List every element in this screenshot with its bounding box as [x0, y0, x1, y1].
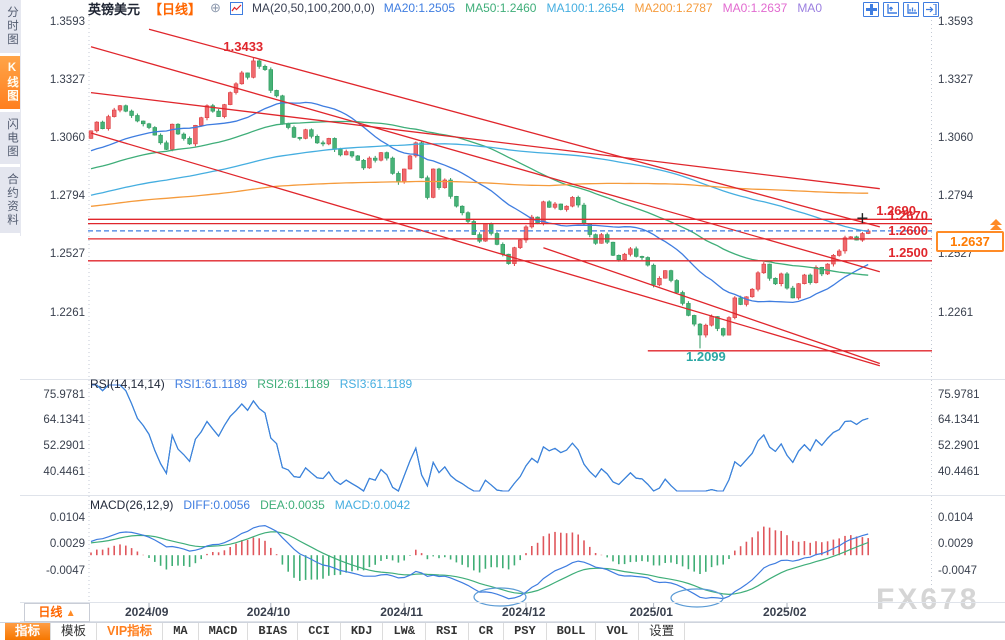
toolbar-tab[interactable]: 指标: [5, 623, 52, 640]
macd-axis-label: 0.0029: [49, 538, 85, 551]
macd-value: DIFF:0.0056: [183, 498, 251, 512]
price-axis-label: 1.3327: [938, 73, 974, 86]
toolbar-tab[interactable]: RSI: [426, 623, 469, 640]
toolbar-tab[interactable]: 模板: [51, 623, 98, 640]
price-axis-label: 1.2794: [938, 190, 974, 203]
date-label: 2024/11: [380, 605, 423, 619]
rsi-axis-label: 75.9781: [938, 388, 980, 401]
price-axis-label: 1.2261: [49, 306, 85, 319]
macd-title: MACD(26,12,9): [90, 498, 174, 512]
playback-icon[interactable]: [903, 2, 919, 17]
sidebar-item-active[interactable]: K线图: [0, 55, 20, 109]
date-label: 2025/01: [629, 605, 673, 619]
price-line-label: 1.2600: [888, 222, 928, 238]
sidebar-item-tab[interactable]: 合约资料: [0, 167, 20, 233]
toolbar-tab[interactable]: 设置: [639, 623, 686, 640]
ma-formula: MA(20,50,100,200,0,0): [251, 1, 375, 15]
chevron-up-icon: ▲: [65, 608, 76, 619]
toolbar-tab[interactable]: KDJ: [341, 623, 384, 640]
price-axis-label: 1.3593: [49, 15, 85, 28]
toolbar-tab[interactable]: MACD: [199, 623, 249, 640]
toolbar-tab[interactable]: VOL: [596, 623, 640, 640]
watermark: FX678: [876, 583, 980, 616]
rsi-axis-label: 75.9781: [43, 388, 85, 401]
rsi-value: RSI3:61.1189: [339, 377, 413, 391]
rsi-value: RSI1:61.1189: [174, 377, 248, 391]
chart-toolbar-icons: [863, 2, 939, 17]
chart-header: 英镑美元 【日线】 ⊕ MA(20,50,100,200,0,0) MA20:1…: [88, 0, 822, 17]
rsi-axis-label: 52.2901: [938, 440, 980, 453]
rsi-title: RSI(14,14,14): [90, 377, 165, 391]
price-up-arrow-icon: [990, 219, 1002, 230]
pan-icon[interactable]: [863, 2, 879, 17]
price-line-label: 1.2500: [888, 244, 928, 260]
exit-view-icon[interactable]: [923, 2, 939, 17]
macd-value: DEA:0.0035: [260, 498, 325, 512]
sidebar-item-tab[interactable]: 分时图: [0, 0, 20, 53]
date-label: 2024/09: [125, 605, 169, 619]
price-axis-label: 1.3060: [938, 131, 974, 144]
toolbar-tab[interactable]: BIAS: [248, 623, 299, 640]
price-axis-label: 1.3060: [49, 131, 85, 144]
peak-price-label: 1.3433: [223, 38, 264, 54]
symbol-name: 英镑美元: [88, 1, 141, 17]
rsi-pane-header: RSI(14,14,14) RSI1:61.1189 RSI2:61.1189 RSI…: [90, 377, 412, 391]
price-axis-label: 1.2527: [49, 248, 85, 261]
rsi-axis-label: 40.4461: [43, 466, 85, 479]
price-axis-label: 1.2261: [938, 306, 974, 319]
price-line-label: 1.2690: [876, 203, 916, 219]
toolbar-tab[interactable]: LW&: [383, 623, 427, 640]
price-line-label: 1.2670: [888, 207, 928, 223]
ma-values: MA20:1.2505 MA50:1.2460 MA100:1.2654 MA200:…: [384, 1, 822, 15]
toolbar-tab[interactable]: PSY: [504, 623, 547, 640]
toolbar-tab[interactable]: CR: [469, 623, 505, 640]
macd-value: MACD:0.0042: [334, 498, 411, 512]
macd-axis-label: 0.0104: [49, 511, 85, 524]
date-label: 2025/02: [763, 605, 807, 619]
toolbar-tab[interactable]: CCI: [298, 623, 341, 640]
macd-axis-label: 0.0104: [938, 511, 974, 524]
toolbar-tab[interactable]: VIP指标: [97, 623, 164, 640]
sidebar-item-tab[interactable]: 闪电图: [0, 111, 20, 164]
period-tag: 【日线】: [149, 1, 202, 17]
macd-axis-label: 0.0029: [938, 538, 974, 551]
macd-axis-label: -0.0047: [938, 565, 978, 578]
price-axis-label: 1.3327: [49, 73, 85, 86]
rsi-axis-label: 64.1341: [43, 414, 85, 427]
price-axis-label: 1.2794: [49, 190, 85, 203]
date-label: 2024/10: [246, 605, 291, 619]
ma-value: MA20:1.2505: [383, 1, 456, 15]
current-price-badge: 1.2637: [936, 231, 1004, 252]
rsi-value: RSI2:61.1189: [257, 377, 330, 391]
toolbar-tab[interactable]: MA: [163, 623, 199, 640]
price-axis-label: 1.3593: [938, 15, 974, 28]
toolbar-tab[interactable]: BOLL: [547, 623, 597, 640]
date-label: 2024/12: [502, 605, 546, 619]
period-selector-button[interactable]: 日线 ▲: [24, 603, 90, 622]
trough-price-label: 1.2099: [686, 349, 726, 365]
ma-value: MA50:1.2460: [465, 1, 537, 15]
ma-value: MA0: [797, 1, 822, 15]
chart-type-icon[interactable]: [229, 1, 243, 15]
macd-pane-header: MACD(26,12,9) DIFF:0.0056 DEA:0.0035 MACD:0…: [90, 498, 410, 512]
indicator-toolbar: 指标 模板 VIP指标 MA MACD BIAS CCI KDJ LW& RSI CR PSY BOLL…: [0, 622, 1005, 640]
rsi-axis-label: 52.2901: [43, 440, 85, 453]
macd-axis-label: -0.0047: [45, 565, 85, 578]
date-axis-divider: [20, 602, 1005, 603]
ma-value: MA100:1.2654: [546, 1, 625, 15]
axis-scale-icon[interactable]: [883, 2, 899, 17]
ma-value: MA0:1.2637: [722, 1, 788, 15]
sidebar: 分时图 K线图 闪电图合约资料: [0, 0, 21, 236]
add-indicator-icon[interactable]: ⊕: [210, 0, 221, 15]
rsi-axis-label: 40.4461: [938, 466, 980, 479]
rsi-axis-label: 64.1341: [938, 414, 980, 427]
ma-value: MA200:1.2787: [634, 1, 713, 15]
